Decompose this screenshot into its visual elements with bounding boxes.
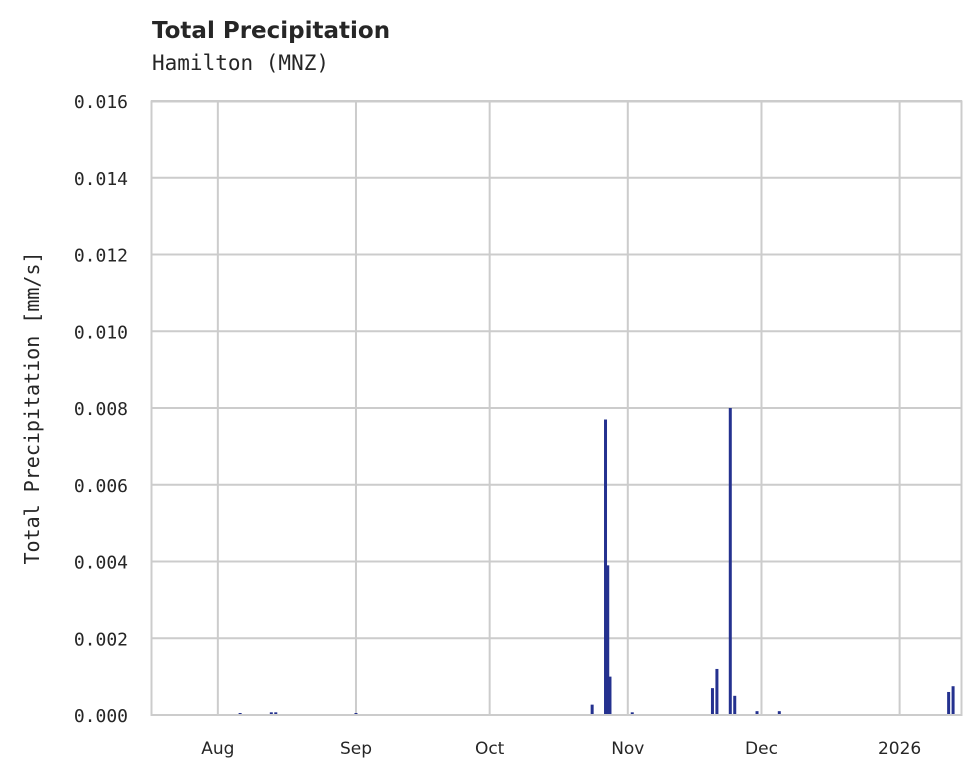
x-tick-label: Nov (611, 739, 644, 759)
chart-subtitle: Hamilton (MNZ) (152, 51, 330, 75)
y-tick-label: 0.014 (74, 169, 128, 190)
plot-frame (150, 100, 963, 716)
precipitation-bar (630, 712, 634, 715)
y-tick-label: 0.008 (74, 399, 128, 420)
precipitation-bar (606, 565, 610, 715)
x-tick-label: Dec (745, 739, 778, 759)
y-tick-label: 0.002 (74, 629, 128, 650)
precipitation-bar (728, 408, 732, 715)
x-tick-label: Sep (340, 739, 372, 759)
precipitation-bar (755, 711, 759, 715)
precipitation-bar (710, 688, 714, 715)
precipitation-bar (947, 691, 951, 715)
data-series (238, 408, 955, 715)
x-tick-label: Oct (475, 739, 505, 759)
precipitation-bar (604, 419, 608, 715)
y-tick-label: 0.004 (74, 553, 128, 574)
y-tick-label: 0.010 (74, 322, 128, 343)
precipitation-bar (274, 712, 278, 715)
x-tick-label: Aug (201, 739, 234, 759)
precipitation-bar (269, 712, 273, 715)
y-tick-label: 0.012 (74, 246, 128, 267)
y-tick-label: 0.000 (74, 706, 128, 727)
x-axis-ticks: Aug Sep Oct Nov Dec 2026 (201, 739, 921, 759)
precipitation-bar (777, 711, 781, 715)
y-tick-label: 0.006 (74, 476, 128, 497)
precipitation-bar (951, 686, 955, 715)
y-axis-ticks: 0.000 0.002 0.004 0.006 0.008 0.010 0.012 0.014… (74, 92, 128, 727)
chart-title: Total Precipitation (152, 18, 391, 44)
precipitation-bar (590, 704, 594, 715)
grid-lines (151, 100, 962, 716)
precipitation-bar (715, 668, 719, 715)
precipitation-bar (733, 695, 737, 715)
x-tick-label: 2026 (878, 739, 921, 759)
y-tick-label: 0.016 (74, 92, 128, 113)
precipitation-bar (608, 676, 612, 715)
